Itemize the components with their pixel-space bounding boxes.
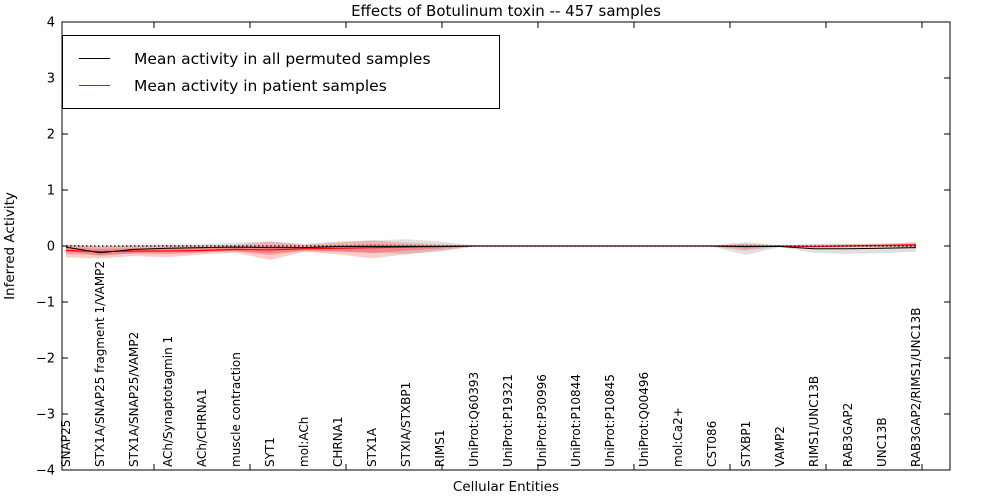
x-category-label: UniProt:P19321 <box>501 374 515 467</box>
y-tick-label: 4 <box>47 16 55 31</box>
legend-item-patient: Mean activity in patient samples <box>75 72 489 99</box>
legend-line-black-icon <box>79 58 110 59</box>
x-category-label: RIMS1/UNC13B <box>807 376 821 467</box>
x-category-label: UNC13B <box>875 417 889 467</box>
legend-label-patient: Mean activity in patient samples <box>134 76 387 95</box>
y-tick-label: −1 <box>36 296 55 311</box>
y-tick-label: −4 <box>36 464 55 479</box>
x-category-label: mol:Ca2+ <box>671 407 685 467</box>
band-patient <box>66 240 916 260</box>
x-category-label: ACh/CHRNA1 <box>195 388 209 467</box>
x-category-label: STX1A <box>365 427 379 467</box>
x-category-label: STXIA/STXBP1 <box>399 382 413 467</box>
x-category-label: VAMP2 <box>773 426 787 467</box>
x-category-label: ACh/Synaptotagmin 1 <box>161 336 175 467</box>
x-category-label: RIMS1 <box>433 430 447 467</box>
band-permuted <box>66 239 916 257</box>
x-category-label: UniProt:P10845 <box>603 374 617 467</box>
x-category-label: UniProt:Q00496 <box>637 372 651 467</box>
x-category-label: UniProt:P30996 <box>535 374 549 467</box>
legend-item-permuted: Mean activity in all permuted samples <box>75 45 489 72</box>
x-category-label: STX1A/SNAP25/VAMP2 <box>127 332 141 467</box>
legend-label-permuted: Mean activity in all permuted samples <box>134 49 431 68</box>
y-tick-label: 3 <box>47 72 55 87</box>
legend: Mean activity in all permuted samples Me… <box>62 35 500 109</box>
x-category-label: muscle contraction <box>229 352 243 467</box>
x-category-label: STXBP1 <box>739 421 753 467</box>
chart-title: Effects of Botulinum toxin -- 457 sample… <box>351 2 661 20</box>
x-category-label: RAB3GAP2 <box>841 403 855 467</box>
x-category-label: SYT1 <box>263 437 277 467</box>
y-axis-label: Inferred Activity <box>2 192 18 300</box>
x-axis-label: Cellular Entities <box>452 479 560 495</box>
x-category-label: UniProt:Q60393 <box>467 372 481 467</box>
y-tick-label: −3 <box>36 408 55 423</box>
y-tick-label: 0 <box>47 240 55 255</box>
x-category-label: SNAP25 <box>59 420 73 467</box>
y-tick-label: 1 <box>47 184 55 199</box>
legend-line-red-icon <box>79 85 110 86</box>
x-category-label: UniProt:P10844 <box>569 374 583 467</box>
x-category-label: RAB3GAP2/RIMS1/UNC13B <box>909 307 923 467</box>
x-category-label: CHRNA1 <box>331 416 345 467</box>
x-category-label: STX1A/SNAP25 fragment 1/VAMP2 <box>93 261 107 467</box>
y-tick-label: −2 <box>36 352 55 367</box>
y-tick-label: 2 <box>47 128 55 143</box>
x-category-label: mol:ACh <box>297 417 311 467</box>
x-category-label: CST086 <box>705 421 719 467</box>
